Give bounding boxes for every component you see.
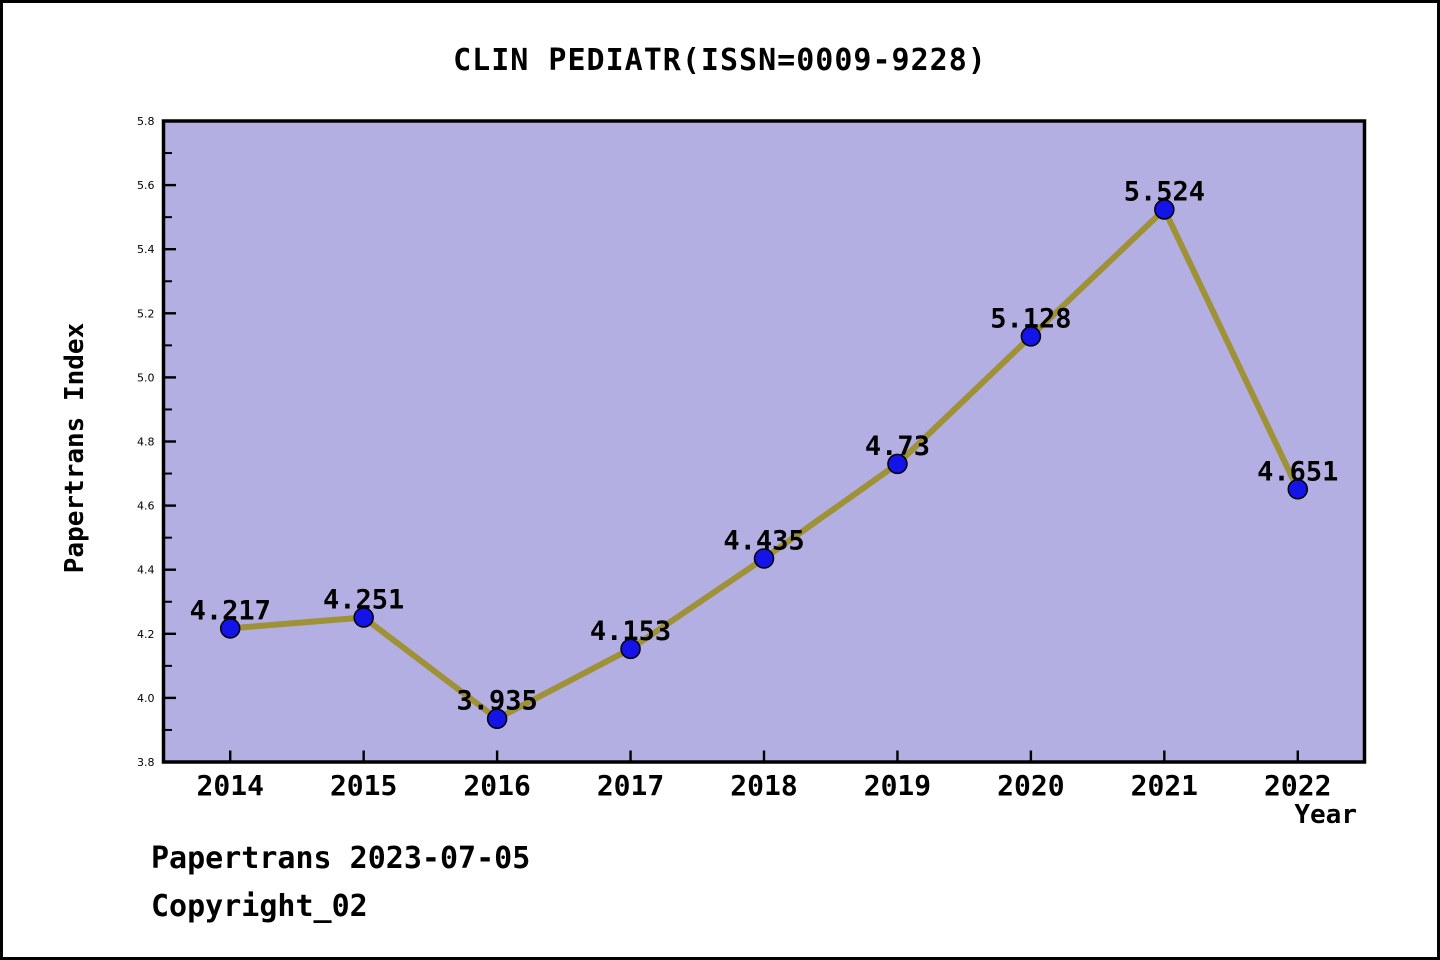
point-labels: 4.217 4.251 3.935 4.153 4.435 4.73 5.128 5.524 4…: [190, 176, 1339, 716]
point-value-label: 4.217: [190, 595, 271, 626]
y-tick-label: 5.2: [137, 307, 155, 320]
point-value-label: 3.935: [456, 686, 537, 717]
footer-copyright: Copyright_02: [151, 889, 368, 924]
point-value-label: 4.73: [865, 431, 930, 462]
x-tick-label: 2018: [730, 769, 797, 802]
footer-source-date: Papertrans 2023-07-05: [151, 841, 531, 876]
point-value-label: 4.435: [723, 525, 804, 556]
y-axis-title: Papertrans Index: [60, 322, 90, 574]
data-point: [486, 708, 508, 729]
x-tick-label: 2022: [1264, 769, 1331, 802]
x-tick-label: 2014: [197, 769, 264, 802]
data-point: [353, 607, 374, 628]
y-tick-label: 5.8: [137, 115, 155, 128]
point-value-label: 4.153: [590, 616, 671, 647]
x-tick-label: 2016: [463, 769, 530, 802]
data-point: [753, 548, 775, 569]
y-tick-label: 4.6: [137, 500, 155, 513]
x-axis-title: Year: [1294, 800, 1357, 830]
point-value-label: 5.128: [990, 303, 1071, 334]
chart-title: CLIN PEDIATR(ISSN=0009-9228): [453, 43, 987, 78]
x-tick-label: 2021: [1131, 769, 1198, 802]
data-point: [1154, 199, 1175, 220]
data-point: [620, 638, 641, 660]
y-tick-label: 4.4: [137, 564, 155, 577]
plot-area: [161, 119, 1367, 764]
y-tick-label: 4.0: [137, 692, 155, 705]
x-tick-label: 2019: [864, 769, 931, 802]
data-points: [219, 199, 1309, 729]
data-point: [1020, 326, 1042, 347]
x-tick-label: 2020: [997, 769, 1064, 802]
y-tick-label: 5.4: [137, 243, 155, 256]
y-tick-label: 5.0: [137, 371, 155, 384]
data-point: [1287, 479, 1309, 500]
x-tick-label: 2015: [330, 769, 397, 802]
x-axis-ticks: 2014 2015 2016 2017 2018 2019 2020 2021 2022: [197, 750, 1331, 802]
data-point: [887, 453, 908, 475]
point-value-label: 4.651: [1257, 456, 1338, 487]
data-point: [219, 618, 241, 639]
point-value-label: 4.251: [323, 584, 404, 615]
x-tick-label: 2017: [597, 769, 664, 802]
y-tick-label: 4.8: [137, 436, 155, 449]
y-tick-label: 4.2: [137, 628, 155, 641]
point-value-label: 5.524: [1124, 176, 1205, 207]
y-tick-label: 5.6: [137, 179, 155, 192]
y-axis-ticks: 3.8 4.0 4.2 4.4 4.6 4.8 5.0 5.2 5.4 5.6 5.8: [137, 115, 176, 769]
y-tick-label: 3.8: [137, 756, 155, 769]
